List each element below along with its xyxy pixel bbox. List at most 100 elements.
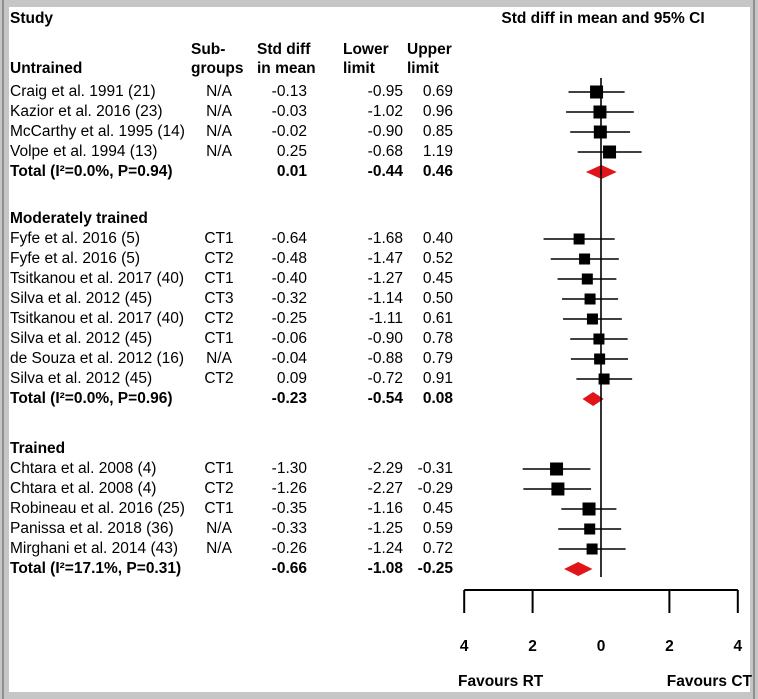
- col-header-subgroups-1: Sub-: [191, 41, 226, 58]
- effect-square: [579, 253, 591, 265]
- subgroup-cell: N/A: [206, 103, 232, 120]
- lower-cell: -0.95: [367, 83, 403, 100]
- upper-cell: 0.61: [422, 310, 453, 327]
- total-label: Total (I²=0.0%, P=0.94): [10, 163, 173, 180]
- col-header-stddiff-2: in mean: [257, 60, 316, 77]
- lower-cell: -1.27: [367, 270, 403, 287]
- col-header-lower-1: Lower: [343, 41, 389, 58]
- plot-title: Std diff in mean and 95% CI: [501, 10, 705, 27]
- upper-cell: 0.45: [422, 270, 453, 287]
- mean-cell: -0.13: [271, 83, 307, 100]
- upper-cell: 0.45: [422, 500, 453, 517]
- lower-cell: -1.08: [367, 560, 403, 577]
- subgroup-cell: N/A: [206, 123, 232, 140]
- study-label: de Souza et al. 2012 (16): [10, 350, 185, 367]
- effect-square: [603, 145, 617, 159]
- upper-cell: -0.29: [417, 480, 453, 497]
- favours-left-label: Favours RT: [458, 673, 544, 690]
- axis-tick-label: 4: [459, 638, 469, 655]
- effect-square: [594, 353, 606, 365]
- mean-cell: -0.48: [271, 250, 307, 267]
- effect-square: [598, 373, 610, 385]
- effect-square: [586, 313, 598, 325]
- subgroup-cell: CT1: [204, 270, 234, 287]
- effect-square: [584, 523, 596, 535]
- mean-cell: -0.25: [271, 310, 307, 327]
- frame-left-line: [2, 0, 4, 699]
- mean-cell: -0.26: [271, 540, 307, 557]
- effect-square: [584, 293, 596, 305]
- upper-cell: 0.46: [422, 163, 453, 180]
- lower-cell: -1.11: [368, 310, 403, 327]
- effect-square: [586, 543, 598, 555]
- mean-cell: -0.04: [271, 350, 307, 367]
- group-header: Moderately trained: [10, 210, 148, 227]
- lower-cell: -1.24: [367, 540, 403, 557]
- study-label: Chtara et al. 2008 (4): [10, 480, 157, 497]
- col-header-upper-1: Upper: [407, 41, 452, 58]
- study-label: Chtara et al. 2008 (4): [10, 460, 157, 477]
- group-header-untrained: Untrained: [10, 60, 83, 77]
- study-label: Tsitkanou et al. 2017 (40): [10, 270, 185, 287]
- subgroup-cell: CT2: [204, 370, 234, 387]
- subgroup-cell: CT1: [204, 230, 234, 247]
- axis-tick-label: 2: [528, 638, 537, 655]
- lower-cell: -0.72: [367, 370, 403, 387]
- study-label: Silva et al. 2012 (45): [10, 290, 153, 307]
- lower-cell: -1.16: [367, 500, 403, 517]
- study-label: Fyfe et al. 2016 (5): [10, 230, 141, 247]
- subgroup-cell: CT2: [204, 310, 234, 327]
- lower-cell: -0.90: [367, 330, 403, 347]
- effect-square: [582, 502, 596, 516]
- favours-right-label: Favours CT: [666, 673, 752, 690]
- effect-square: [550, 462, 564, 476]
- upper-cell: 0.72: [422, 540, 453, 557]
- lower-cell: -1.14: [367, 290, 403, 307]
- col-header-subgroups-2: groups: [191, 60, 244, 77]
- mean-cell: -1.30: [271, 460, 307, 477]
- effect-square: [551, 482, 565, 496]
- mean-cell: -0.32: [271, 290, 307, 307]
- col-header-upper-2: limit: [407, 60, 439, 77]
- total-label: Total (I²=17.1%, P=0.31): [10, 560, 182, 577]
- study-label: Panissa et al. 2018 (36): [10, 520, 174, 537]
- subgroup-cell: CT3: [204, 290, 234, 307]
- subgroup-cell: N/A: [206, 520, 232, 537]
- lower-cell: -1.25: [367, 520, 403, 537]
- upper-cell: 1.19: [422, 143, 453, 160]
- subgroup-cell: N/A: [206, 143, 232, 160]
- upper-cell: 0.08: [422, 390, 453, 407]
- study-label: Craig et al. 1991 (21): [10, 83, 156, 100]
- upper-cell: 0.78: [422, 330, 453, 347]
- summary-diamond: [564, 562, 593, 576]
- group-header: Trained: [10, 440, 66, 457]
- upper-cell: 0.50: [422, 290, 453, 307]
- subgroup-cell: N/A: [206, 540, 232, 557]
- total-label: Total (I²=0.0%, P=0.96): [10, 390, 173, 407]
- study-column-title: Study: [10, 10, 54, 27]
- effect-square: [590, 85, 604, 99]
- mean-cell: 0.01: [276, 163, 307, 180]
- mean-cell: -0.06: [271, 330, 307, 347]
- mean-cell: 0.25: [276, 143, 307, 160]
- subgroup-cell: CT2: [204, 480, 234, 497]
- upper-cell: 0.91: [422, 370, 453, 387]
- upper-cell: 0.85: [422, 123, 453, 140]
- lower-cell: -1.68: [367, 230, 403, 247]
- upper-cell: 0.52: [422, 250, 453, 267]
- mean-cell: -0.03: [271, 103, 307, 120]
- study-label: Silva et al. 2012 (45): [10, 370, 153, 387]
- mean-cell: -1.26: [271, 480, 307, 497]
- mean-cell: -0.33: [271, 520, 307, 537]
- upper-cell: 0.40: [422, 230, 453, 247]
- col-header-stddiff-1: Std diff: [257, 41, 311, 58]
- mean-cell: -0.23: [271, 390, 307, 407]
- mean-cell: 0.09: [276, 370, 307, 387]
- effect-square: [593, 105, 607, 119]
- lower-cell: -0.44: [367, 163, 403, 180]
- upper-cell: 0.96: [422, 103, 453, 120]
- lower-cell: -1.47: [367, 250, 403, 267]
- subgroup-cell: CT1: [204, 330, 234, 347]
